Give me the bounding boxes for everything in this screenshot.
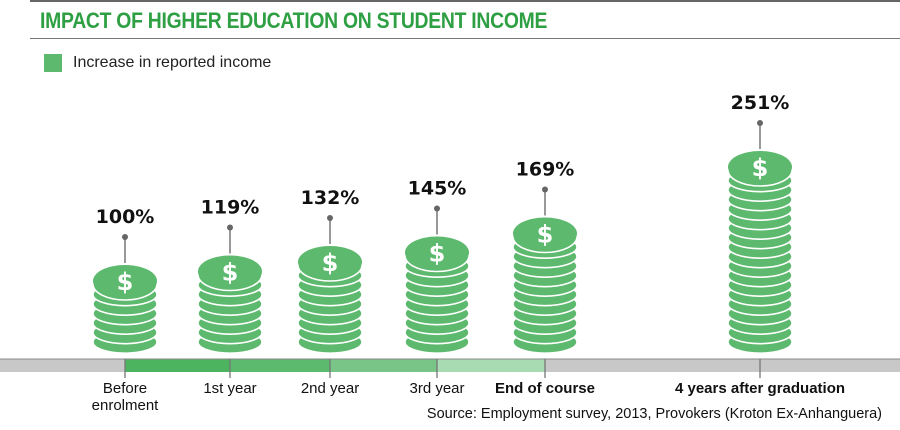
timeline-segment — [125, 359, 230, 372]
title-rule — [30, 38, 900, 39]
dollar-icon: $ — [537, 221, 554, 249]
coin-face — [93, 265, 157, 297]
pin-dot — [542, 186, 548, 193]
pin-dot — [434, 205, 440, 212]
dollar-icon: $ — [429, 240, 446, 268]
category-label: 3rd year — [409, 380, 464, 397]
dollar-icon: $ — [752, 154, 769, 182]
category-label: End of course — [495, 380, 595, 397]
timeline-segment — [230, 359, 330, 372]
dollar-icon: $ — [222, 259, 239, 287]
category-label: 1st year — [203, 380, 256, 397]
data-label: 119% — [201, 197, 260, 219]
data-label: 132% — [301, 187, 360, 209]
category-label: 4 years after graduation — [675, 380, 845, 397]
legend-swatch — [44, 54, 62, 72]
data-label: 100% — [96, 206, 155, 228]
coin-face — [298, 246, 362, 278]
dollar-icon: $ — [117, 268, 134, 296]
category-label: 2nd year — [301, 380, 359, 397]
coin-face — [728, 151, 792, 183]
pin-dot — [757, 120, 763, 126]
dollar-icon: $ — [322, 249, 339, 277]
data-label: 169% — [516, 159, 575, 181]
pin-dot — [122, 234, 128, 240]
legend-label: Increase in reported income — [73, 54, 272, 71]
data-label: 251% — [731, 92, 790, 114]
data-label: 145% — [408, 178, 467, 200]
pin-dot — [327, 215, 333, 221]
category-label: Before enrolment — [92, 380, 160, 414]
source-note: Source: Employment survey, 2013, Provoke… — [426, 406, 882, 422]
coin-face — [405, 236, 469, 269]
chart-title: IMPACT OF HIGHER EDUCATION ON STUDENT IN… — [40, 8, 548, 33]
coin-face — [513, 217, 577, 250]
timeline-segment — [330, 359, 437, 372]
top-rule — [30, 0, 900, 2]
legend: Increase in reported income — [44, 54, 271, 72]
coin-face — [198, 255, 262, 288]
timeline-segment — [437, 359, 545, 372]
pin-dot — [227, 224, 233, 231]
